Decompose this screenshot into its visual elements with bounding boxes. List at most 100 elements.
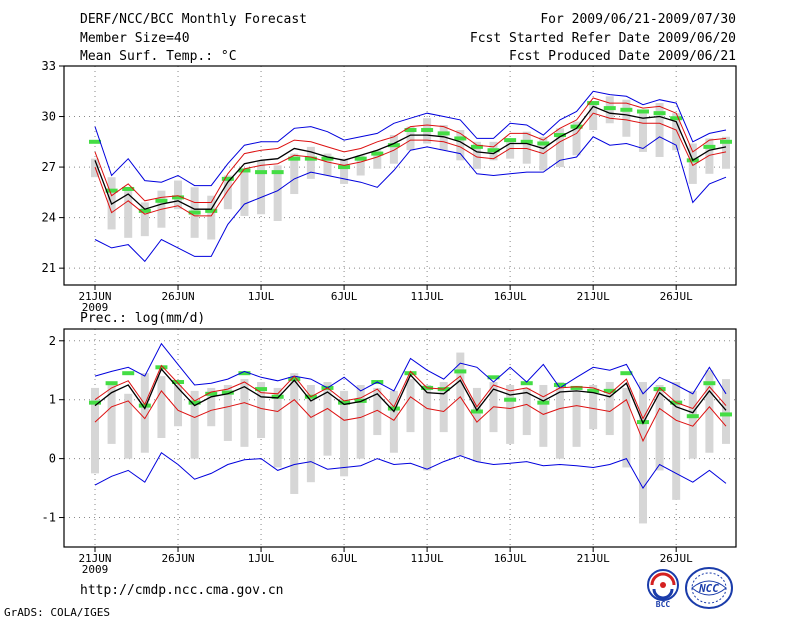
prec-observed-marker [620,371,633,376]
prec-max-line [94,342,727,395]
temp-x-tick-label: 16JUL [494,290,527,303]
temp-observed-marker [404,128,417,133]
temp-spread-lower-line [94,112,727,217]
temp-observed-marker [603,106,616,111]
prec-observed-marker [288,377,301,382]
temp-member-bar [622,99,631,137]
temp-observed-marker [520,139,533,144]
prec-observed-marker [387,406,400,411]
prec-member-bar [157,376,166,438]
prec-observed-marker [338,400,351,405]
temp-observed-marker [537,141,550,146]
temp-x-tick-label: 11JUL [411,290,444,303]
source-url[interactable]: http://cmdp.ncc.cma.gov.cn [80,583,284,598]
prec-spread-upper-line [94,364,727,420]
temp-member-bar [223,175,232,210]
prec-observed-marker [221,390,234,395]
prec-member-bar [240,379,249,447]
temp-observed-marker [321,156,334,161]
temp-observed-marker [470,144,483,149]
prec-observed-marker [238,371,251,376]
prec-member-bar [140,373,149,453]
temp-member-bar [340,158,349,184]
prec-member-bar [340,390,349,477]
prec-member-bar [124,393,133,459]
temp-y-tick-label: 27 [42,160,56,174]
prec-member-bar [273,387,282,468]
temp-observed-marker [653,111,666,116]
ncc-logo-text: NCC [698,582,719,595]
fcst-started-date: Fcst Started Refer Date 2009/06/20 [469,31,736,46]
temp-min-line [94,136,727,263]
temp-member-bar [555,128,564,168]
prec-member-bar [655,384,664,471]
temp-observed-marker [636,109,649,114]
temp-member-bar [356,155,365,176]
prec-x-tick-label: 11JUL [411,552,444,565]
prec-observed-marker [603,388,616,393]
prec-observed-marker [653,387,666,392]
prec-observed-marker [454,369,467,374]
temp-y-tick-label: 30 [42,110,56,124]
temp-member-bar [688,143,697,184]
temp-max-line [94,90,727,187]
prec-observed-marker [172,380,185,385]
prec-observed-marker [504,397,517,402]
prec-x-tick-label: 6JUL [331,552,358,565]
grads-credit: GrADS: COLA/IGES [4,606,110,619]
prec-observed-marker [587,388,600,393]
temp-mean-line [94,105,727,210]
temp-x-tick-label: 1JUL [248,290,275,303]
temp-observed-marker [255,170,268,175]
prec-member-bar [356,384,365,459]
prec-mean-line [94,367,727,425]
temp-observed-marker [271,170,284,175]
temp-observed-marker [89,139,101,144]
prec-observed-marker [404,371,417,376]
temp-observed-marker [122,186,135,191]
temp-x-year-label: 2009 [82,301,109,314]
bcc-logo: BCC [647,569,679,608]
prec-member-bar [423,384,432,471]
prec-x-tick-label: 21JUL [577,552,610,565]
prec-member-bar [672,382,681,500]
ncc-logo: NCC [685,567,733,609]
prec-observed-marker [255,387,268,392]
prec-observed-marker [470,409,483,414]
prec-member-bar [722,379,730,444]
temp-y-tick-label: 24 [42,211,56,225]
prec-x-year-label: 2009 [82,563,109,576]
forecast-period: For 2009/06/21-2009/07/30 [540,12,736,27]
temp-member-bar [389,135,398,164]
temp-member-bar [124,187,133,238]
prec-observed-marker [155,365,168,370]
prec-member-bar [506,384,515,444]
prec-x-tick-label: 16JUL [494,552,527,565]
temp-panel: 21 24 27 30 33 21JUN 26JUN 1JUL 6JUL 11JUL 16JUL 21… [42,59,737,314]
prec-min-line [94,451,727,490]
prec-y-tick-label: -1 [42,511,56,525]
prec-observed-marker [271,394,284,399]
temp-observed-marker [421,128,434,133]
temp-member-bar [672,113,681,151]
temp-x-tick-label: 21JUL [577,290,610,303]
temp-member-bar [257,160,266,215]
temp-member-bar [174,180,183,210]
temp-observed-marker [570,124,583,129]
prec-observed-marker [188,400,201,405]
temp-x-tick-label: 26JUL [660,290,693,303]
temp-observed-marker [620,107,633,112]
temp-y-tick-label: 21 [42,261,56,275]
prec-member-bar [439,382,448,433]
temp-x-tick-label: 26JUN [161,290,194,303]
temp-observed-marker [720,139,732,144]
prec-member-bar [605,382,614,436]
prec-observed-marker [205,391,218,396]
temp-observed-marker [703,144,716,149]
temp-member-bar [589,104,598,131]
prec-member-bar [705,370,714,453]
prec-x-tick-label: 26JUN [161,552,194,565]
chart-title: DERF/NCC/BCC Monthly Forecast [80,12,307,27]
prec-observed-marker [720,412,732,417]
